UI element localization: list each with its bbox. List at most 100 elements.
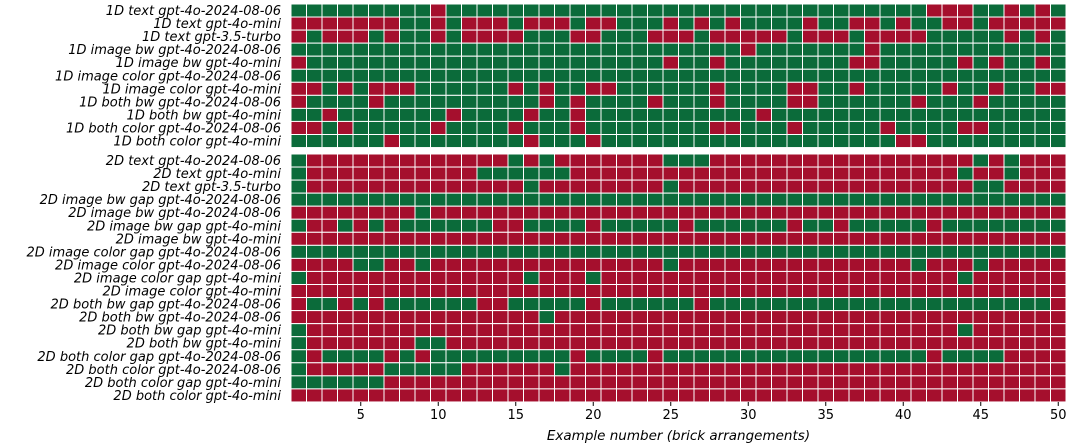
heatmap-cell — [290, 244, 307, 259]
heatmap-cell — [957, 16, 974, 31]
heatmap-cell — [476, 81, 493, 96]
heatmap-cell — [848, 55, 865, 70]
heatmap-cell — [476, 153, 493, 168]
heatmap-cell — [1034, 55, 1051, 70]
heatmap-cell — [662, 120, 679, 135]
heatmap-cell — [616, 179, 633, 194]
heatmap-cell — [988, 179, 1005, 194]
heatmap-cell — [1050, 134, 1067, 149]
heatmap-cell — [523, 362, 540, 377]
heatmap-cell — [585, 81, 602, 96]
heatmap-cell — [1034, 94, 1051, 109]
heatmap-cell — [461, 68, 478, 83]
heatmap-cell — [879, 231, 896, 246]
heatmap-cell — [895, 166, 912, 181]
heatmap-cell — [492, 388, 509, 403]
heatmap-cell — [895, 153, 912, 168]
heatmap-cell — [817, 218, 834, 233]
heatmap-cell — [848, 323, 865, 338]
heatmap-cell — [771, 244, 788, 259]
heatmap-cell — [678, 192, 695, 207]
heatmap-cell — [1003, 68, 1020, 83]
heatmap-cell — [1019, 310, 1036, 325]
heatmap-cell — [616, 134, 633, 149]
heatmap-cell — [771, 205, 788, 220]
heatmap-cell — [910, 218, 927, 233]
heatmap-cell — [507, 55, 524, 70]
heatmap-cell — [1019, 336, 1036, 351]
heatmap-cell — [693, 120, 710, 135]
heatmap-cell — [678, 336, 695, 351]
heatmap-cell — [802, 323, 819, 338]
heatmap-cell — [1050, 94, 1067, 109]
heatmap-cell — [414, 166, 431, 181]
heatmap-cell — [554, 166, 571, 181]
heatmap-cell — [321, 120, 338, 135]
heatmap-cell — [321, 94, 338, 109]
heatmap-cell — [399, 257, 416, 272]
heatmap-cell — [724, 120, 741, 135]
heatmap-cell — [786, 257, 803, 272]
heatmap-cell — [523, 284, 540, 299]
heatmap-cell — [926, 218, 943, 233]
heatmap-cell — [507, 68, 524, 83]
heatmap-cell — [430, 231, 447, 246]
heatmap-cell — [786, 349, 803, 364]
heatmap-cell — [461, 349, 478, 364]
heatmap-cell — [957, 349, 974, 364]
heatmap-cell — [306, 166, 323, 181]
heatmap-cell — [569, 375, 586, 390]
heatmap-cell — [740, 270, 757, 286]
heatmap-cell — [740, 349, 757, 364]
row-label: 2D both bw gap gpt-4o-mini — [98, 324, 281, 339]
heatmap-cell — [972, 120, 989, 135]
heatmap-cell — [740, 192, 757, 207]
heatmap-cell — [352, 120, 369, 135]
heatmap-cell — [492, 349, 509, 364]
heatmap-cell — [693, 55, 710, 70]
heatmap-cell — [600, 257, 617, 272]
heatmap-cell — [430, 166, 447, 181]
heatmap-cell — [476, 336, 493, 351]
heatmap-cell — [771, 270, 788, 286]
heatmap-cell — [755, 205, 772, 220]
heatmap-cell — [678, 205, 695, 220]
heatmap-cell — [507, 257, 524, 272]
heatmap-cell — [631, 29, 648, 44]
heatmap-cell — [709, 205, 726, 220]
heatmap-cell — [802, 362, 819, 377]
heatmap-cell — [523, 179, 540, 194]
heatmap-cell — [678, 244, 695, 259]
heatmap-cell — [1019, 284, 1036, 299]
heatmap-cell — [1019, 3, 1036, 18]
heatmap-cell — [321, 388, 338, 403]
heatmap-cell — [848, 192, 865, 207]
heatmap-cell — [321, 205, 338, 220]
heatmap-cell — [321, 134, 338, 149]
heatmap-cell — [399, 231, 416, 246]
heatmap-cell — [368, 166, 385, 181]
heatmap-cell — [321, 16, 338, 31]
heatmap-cell — [771, 134, 788, 149]
heatmap-cell — [817, 81, 834, 96]
heatmap-cell — [1034, 153, 1051, 168]
heatmap-cell — [709, 94, 726, 109]
heatmap-cell — [802, 166, 819, 181]
heatmap-cell — [988, 336, 1005, 351]
heatmap-cell — [957, 336, 974, 351]
heatmap-cell — [709, 107, 726, 122]
row-label: 1D both color gpt-4o-2024-08-06 — [66, 121, 281, 136]
heatmap-cell — [538, 231, 555, 246]
heatmap-cell — [786, 231, 803, 246]
heatmap-cell — [290, 205, 307, 220]
row-label: 2D image color gpt-4o-mini — [102, 285, 281, 300]
heatmap-cell — [523, 388, 540, 403]
heatmap-cell — [833, 297, 850, 312]
heatmap-cell — [430, 297, 447, 312]
heatmap-cell — [724, 94, 741, 109]
heatmap-cell — [337, 68, 354, 83]
heatmap-cell — [290, 107, 307, 122]
heatmap-cell — [709, 218, 726, 233]
heatmap-cell — [290, 231, 307, 246]
heatmap-cell — [693, 231, 710, 246]
